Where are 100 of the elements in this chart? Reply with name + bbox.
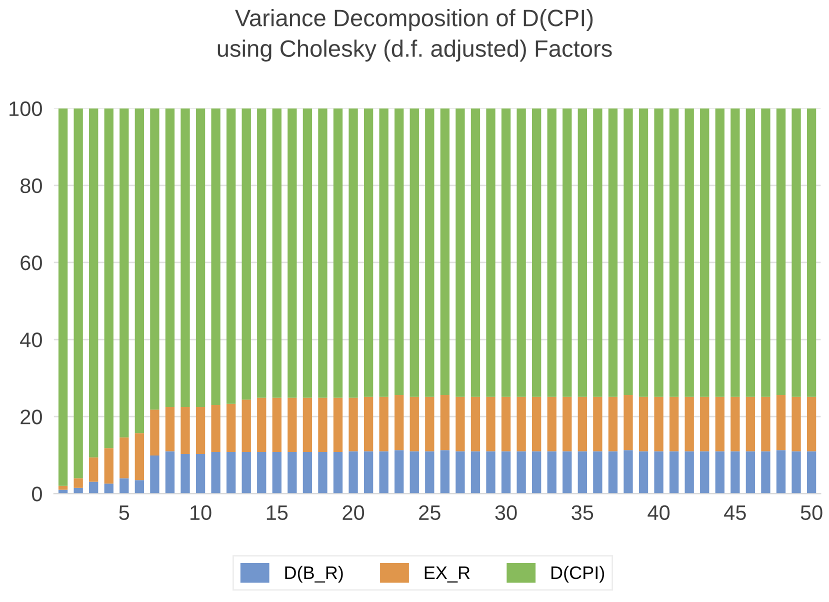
bar bbox=[578, 396, 587, 452]
bar bbox=[547, 396, 556, 452]
bar bbox=[348, 108, 358, 398]
bar bbox=[288, 108, 297, 398]
bar bbox=[211, 405, 220, 452]
bar bbox=[196, 454, 206, 494]
bar bbox=[516, 108, 526, 397]
bar bbox=[348, 451, 358, 494]
bar bbox=[654, 451, 664, 494]
bar bbox=[624, 450, 633, 494]
bar bbox=[638, 451, 648, 494]
bar bbox=[470, 108, 480, 397]
bar bbox=[792, 396, 801, 452]
bar bbox=[456, 108, 465, 397]
bar bbox=[684, 451, 694, 494]
bar bbox=[272, 108, 282, 398]
x-tick-label: 30 bbox=[495, 505, 517, 520]
bar bbox=[165, 108, 175, 407]
bar bbox=[684, 396, 694, 452]
bar bbox=[761, 108, 770, 397]
bar bbox=[730, 396, 740, 452]
bar bbox=[272, 452, 282, 494]
bar bbox=[364, 451, 374, 494]
y-tick-label: 0 bbox=[32, 486, 42, 502]
bar bbox=[150, 455, 160, 494]
bar bbox=[715, 108, 724, 397]
bar bbox=[608, 396, 618, 452]
bar bbox=[470, 396, 480, 452]
bar bbox=[562, 451, 572, 494]
bar bbox=[624, 108, 633, 396]
bar bbox=[379, 451, 388, 494]
bar bbox=[593, 396, 602, 452]
bar bbox=[226, 452, 236, 494]
bar bbox=[211, 452, 220, 494]
bar bbox=[348, 398, 358, 452]
bar bbox=[74, 488, 83, 494]
bar bbox=[89, 482, 98, 494]
bar bbox=[440, 108, 450, 396]
y-tick-label: 80 bbox=[20, 178, 42, 194]
bar bbox=[532, 396, 542, 452]
bar bbox=[104, 108, 114, 448]
x-tick-label: 10 bbox=[190, 505, 212, 520]
bar bbox=[761, 396, 770, 452]
bar bbox=[257, 398, 266, 452]
legend-label: EX_R bbox=[424, 566, 470, 583]
x-tick-label: 15 bbox=[266, 506, 288, 520]
bar bbox=[715, 396, 724, 452]
bar bbox=[120, 437, 129, 478]
legend-label: D(B_R) bbox=[285, 566, 343, 583]
bar bbox=[792, 451, 801, 494]
bar bbox=[486, 108, 496, 397]
bar bbox=[425, 396, 434, 452]
bar bbox=[654, 396, 664, 452]
bar bbox=[746, 396, 756, 452]
bar bbox=[196, 406, 206, 454]
bar bbox=[134, 108, 144, 434]
bar bbox=[288, 398, 297, 452]
bar bbox=[486, 396, 496, 452]
bar bbox=[730, 451, 740, 494]
bar bbox=[180, 454, 190, 494]
bar bbox=[638, 108, 648, 397]
bar bbox=[120, 478, 129, 494]
bar bbox=[318, 398, 328, 452]
bar bbox=[120, 108, 129, 438]
bar bbox=[516, 451, 526, 494]
legend-label: D(CPI) bbox=[551, 566, 604, 583]
bar bbox=[593, 108, 602, 397]
bar bbox=[608, 108, 618, 397]
bar bbox=[272, 398, 282, 452]
bar bbox=[364, 396, 374, 452]
bar bbox=[58, 108, 68, 486]
bar bbox=[440, 395, 450, 450]
bar bbox=[364, 108, 374, 397]
bar bbox=[318, 452, 328, 494]
bar bbox=[578, 108, 587, 397]
bar bbox=[547, 108, 556, 397]
bar bbox=[669, 396, 679, 452]
bar bbox=[562, 108, 572, 397]
bar bbox=[180, 108, 190, 407]
bar bbox=[74, 108, 83, 478]
bar bbox=[134, 433, 144, 480]
bar bbox=[806, 451, 816, 494]
bar bbox=[730, 108, 740, 397]
bar bbox=[700, 396, 710, 452]
x-tick-label: 35 bbox=[572, 505, 594, 520]
bar bbox=[806, 396, 816, 452]
bar bbox=[761, 451, 770, 494]
bar bbox=[196, 108, 206, 407]
bar bbox=[669, 108, 679, 397]
y-tick-label: 40 bbox=[20, 332, 42, 348]
bar bbox=[654, 108, 664, 397]
bar bbox=[410, 396, 419, 452]
bar bbox=[302, 398, 312, 452]
bar bbox=[440, 450, 450, 494]
bar bbox=[501, 108, 511, 397]
bar bbox=[806, 108, 816, 397]
bar bbox=[624, 395, 633, 450]
bar bbox=[638, 396, 648, 452]
bar bbox=[333, 398, 343, 452]
bar bbox=[165, 451, 175, 494]
